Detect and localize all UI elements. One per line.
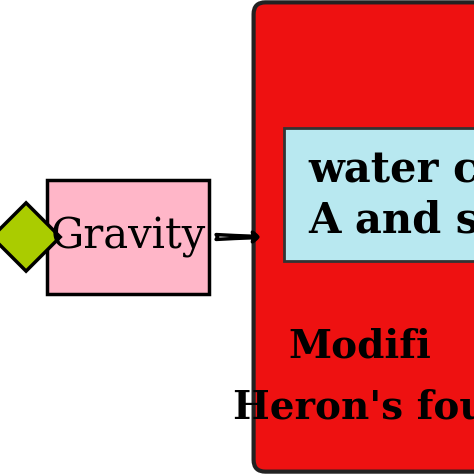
Text: Modifi: Modifi: [289, 327, 432, 365]
FancyBboxPatch shape: [254, 2, 474, 472]
FancyBboxPatch shape: [47, 180, 209, 294]
Text: water c: water c: [308, 149, 474, 191]
Text: A and s: A and s: [308, 200, 474, 242]
FancyBboxPatch shape: [284, 128, 474, 261]
Polygon shape: [0, 203, 60, 271]
Text: Gravity: Gravity: [50, 216, 206, 258]
Text: Heron's fou: Heron's fou: [233, 389, 474, 427]
